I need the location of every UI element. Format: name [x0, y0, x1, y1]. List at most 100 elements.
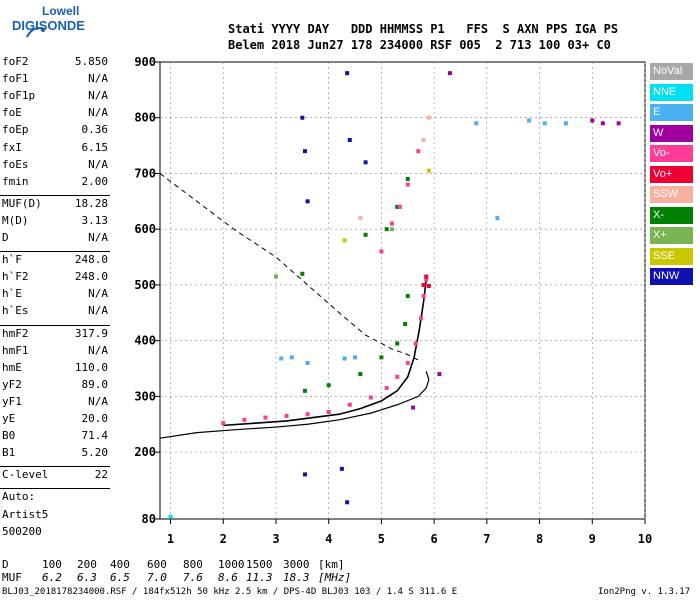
param-value: N/A — [88, 157, 108, 171]
data-point — [405, 294, 410, 299]
param-name: yF1 — [2, 394, 22, 408]
header-line2: Belem 2018 Jun27 178 234000 RSF 005 2 71… — [228, 38, 611, 52]
muf-value: 6.2 — [42, 571, 62, 584]
data-point — [405, 177, 410, 182]
data-point — [326, 409, 331, 414]
param-hf: h`F 248.0 — [2, 253, 108, 270]
data-point — [263, 415, 268, 420]
param-fof1: foF1 N/A — [2, 72, 108, 89]
x-tick-label: 1 — [167, 532, 174, 546]
param-foep: foEp 0.36 — [2, 123, 108, 140]
param-name: hmE — [2, 360, 22, 374]
data-point — [389, 227, 394, 232]
param-name: fxI — [2, 140, 22, 154]
data-point — [426, 115, 431, 120]
y-tick-label: 700 — [134, 166, 156, 180]
data-point — [421, 138, 426, 143]
data-point — [563, 121, 568, 126]
param-name: foEp — [2, 123, 29, 137]
param-b1: B1 5.20 — [2, 446, 108, 463]
muf-value: [MHz] — [318, 571, 352, 584]
data-point — [424, 274, 429, 279]
distance-value: [km] — [318, 558, 345, 571]
data-point — [403, 321, 408, 326]
param-value: 5.20 — [81, 446, 109, 460]
x-tick-label: 6 — [431, 532, 438, 546]
muf-value: 8.6 — [218, 571, 238, 584]
data-point — [590, 118, 595, 123]
param-separator — [0, 466, 110, 468]
data-point — [358, 216, 363, 221]
param-value: 248.0 — [74, 253, 108, 267]
data-point — [358, 372, 363, 377]
data-point — [368, 395, 373, 400]
x-tick-label: 4 — [325, 532, 332, 546]
distance-label: D — [2, 558, 9, 571]
profile-solid-curve — [159, 371, 430, 439]
data-point — [353, 355, 358, 360]
data-point — [300, 115, 305, 120]
y-tick-label: 800 — [134, 111, 156, 125]
param-md: M(D) 3.13 — [2, 214, 108, 231]
distance-value: 1000 — [218, 558, 245, 571]
data-point — [302, 388, 307, 393]
param-hmf1: hmF1 N/A — [2, 344, 108, 361]
param-value: 3.13 — [81, 213, 109, 227]
legend-item-noval: NoVal — [650, 63, 693, 80]
legend-item-vo: Vo- — [650, 145, 693, 162]
legend-item-ssw: SSW — [650, 186, 693, 203]
y-tick-label: 500 — [134, 278, 156, 292]
data-point — [289, 355, 294, 360]
logo-line1: Lowell — [42, 4, 80, 18]
legend-item-x: X- — [650, 206, 693, 224]
param-value: N/A — [88, 89, 108, 103]
data-point — [384, 386, 389, 391]
x-tick-label: 3 — [272, 532, 279, 546]
param-he: h`E N/A — [2, 287, 108, 304]
data-point — [342, 238, 347, 243]
data-point — [363, 160, 368, 165]
muf-value: 6.3 — [77, 571, 97, 584]
param-value: 248.0 — [74, 270, 108, 284]
y-tick-label: 300 — [134, 389, 156, 403]
param-separator — [0, 251, 110, 253]
param-name: MUF(D) — [2, 196, 42, 210]
data-point — [221, 421, 226, 426]
param-name: B0 — [2, 429, 16, 443]
x-tick-label: 2 — [220, 532, 227, 546]
data-point — [342, 356, 347, 361]
model-dashed-curve — [159, 173, 419, 361]
legend-item-e: E — [650, 104, 693, 121]
param-value: 0.36 — [81, 123, 109, 137]
x-tick-label: 7 — [483, 532, 490, 546]
param-name: M(D) — [2, 213, 29, 227]
param-name: foE — [2, 106, 22, 120]
data-point — [379, 355, 384, 360]
distance-value: 200 — [77, 558, 97, 571]
distance-value: 3000 — [283, 558, 310, 571]
param-value: 89.0 — [81, 377, 109, 391]
param-hes: h`Es N/A — [2, 304, 108, 321]
data-point — [424, 277, 429, 282]
data-point — [363, 232, 368, 237]
param-value: 71.4 — [81, 429, 109, 443]
param-separator — [0, 324, 110, 326]
legend-item-nnw: NNW — [650, 268, 693, 285]
data-point — [395, 374, 400, 379]
param-value: N/A — [88, 106, 108, 120]
param-separator — [0, 488, 110, 490]
muf-value: 7.0 — [147, 571, 167, 584]
auto-text: Artist5 — [2, 507, 49, 521]
data-point — [284, 413, 289, 418]
distance-value: 400 — [110, 558, 130, 571]
data-point — [302, 472, 307, 477]
param-hme: hmE 110.0 — [2, 361, 108, 378]
param-value: N/A — [88, 304, 108, 318]
data-point — [305, 412, 310, 417]
parameter-panel: foF2 5.850 foF1 N/A foF1p N/A foE N/A foEp 0.36 fx… — [0, 0, 112, 538]
param-hmf2: hmF2 317.9 — [2, 327, 108, 344]
data-point — [474, 121, 479, 126]
data-point — [384, 227, 389, 232]
data-point — [339, 466, 344, 471]
